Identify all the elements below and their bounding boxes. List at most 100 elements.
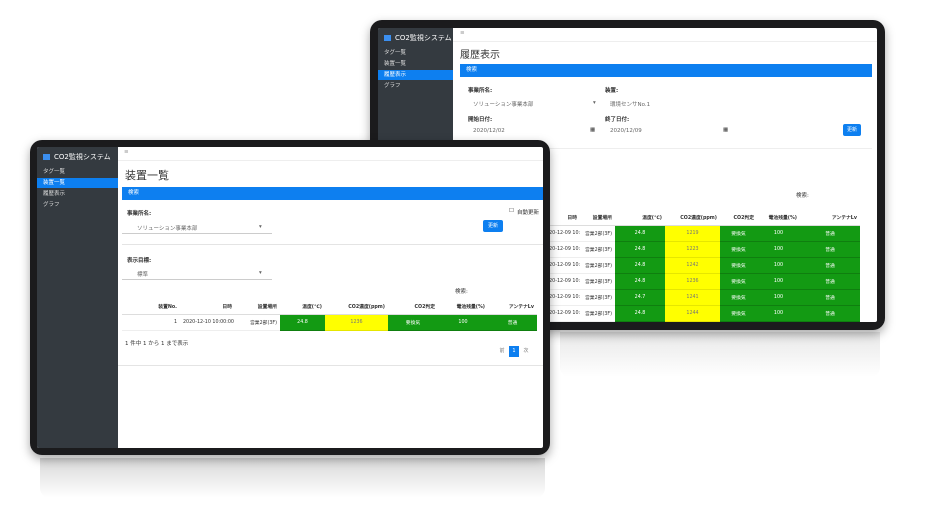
- table-cell: 2020-12-09 10:30:00: [540, 289, 580, 306]
- device-select[interactable]: 環境センサNo.1: [610, 102, 651, 108]
- reflection: [40, 458, 545, 498]
- column-header[interactable]: 日時: [180, 300, 235, 315]
- column-header[interactable]: 装置No.: [122, 300, 180, 315]
- table-cell: 100: [757, 241, 800, 258]
- table-cell: 営業2部(3F): [580, 273, 615, 290]
- checkbox[interactable]: ☐: [509, 208, 514, 214]
- calendar-icon[interactable]: ▦: [590, 127, 596, 133]
- brand: CO2監視システム: [43, 152, 111, 162]
- header-row: 装置No. 日時 設置場所 温度(℃) CO2濃度(ppm) CO2判定 電池残量(%) アン…: [122, 300, 537, 315]
- update-button[interactable]: 更新: [843, 124, 861, 136]
- column-header[interactable]: 日時: [540, 211, 580, 226]
- table-cell: 営業2部(3F): [580, 305, 615, 322]
- column-header[interactable]: 電池残量(%): [438, 300, 488, 315]
- table-cell: 2020-12-10 10:00:00: [180, 314, 235, 331]
- label: 表示目標:: [127, 258, 152, 264]
- column-header[interactable]: CO2濃度(ppm): [665, 211, 720, 226]
- menu-icon[interactable]: ≡: [124, 149, 129, 155]
- office-select[interactable]: ソリューション事業本部: [473, 102, 534, 108]
- table-cell: 普通: [800, 241, 860, 258]
- brand: CO2監視システム: [384, 33, 452, 43]
- table-cell: 100: [757, 257, 800, 274]
- column-header[interactable]: 電池残量(%): [757, 211, 800, 226]
- table-cell: 24.8: [280, 314, 325, 331]
- table-cell: 24.8: [615, 225, 665, 242]
- nav-item[interactable]: タグ一覧: [43, 169, 66, 175]
- column-header[interactable]: CO2判定: [388, 300, 438, 315]
- nav-item[interactable]: 装置一覧: [37, 178, 118, 188]
- table-row: 2020-12-09 10:30:00営業2部(3F)24.71241要換気10…: [540, 289, 860, 306]
- search-bar: 検索: [460, 64, 872, 77]
- label: 事業所名:: [468, 88, 493, 94]
- office-select[interactable]: ソリューション事業本部: [137, 226, 198, 232]
- calendar-icon[interactable]: ▦: [723, 127, 729, 133]
- nav-item[interactable]: グラフ: [43, 202, 60, 208]
- table-cell: 普通: [800, 273, 860, 290]
- screen: CO2監視システム タグ一覧 装置一覧 履歴表示 グラフ ≡ 履歴表示 検索 事業所名…: [378, 28, 877, 322]
- table-cell: 1241: [665, 289, 720, 306]
- column-header[interactable]: 設置場所: [235, 300, 280, 315]
- label: 装置:: [605, 88, 619, 94]
- nav-item[interactable]: 装置一覧: [384, 61, 407, 67]
- end-date[interactable]: 2020/12/09: [610, 128, 642, 134]
- table-cell: 1223: [665, 241, 720, 258]
- table-cell: 普通: [800, 289, 860, 306]
- device-table: 装置No. 日時 設置場所 温度(℃) CO2濃度(ppm) CO2判定 電池残量(%) アン…: [122, 300, 537, 331]
- table-cell: 普通: [800, 225, 860, 242]
- column-header[interactable]: CO2判定: [720, 211, 757, 226]
- table-cell: 24.7: [615, 289, 665, 306]
- table-cell: 普通: [800, 257, 860, 274]
- table-cell: 100: [757, 273, 800, 290]
- app-name: CO2監視システム: [54, 153, 111, 161]
- page-title: 装置一覧: [125, 169, 169, 182]
- app-name: CO2監視システム: [395, 34, 452, 42]
- table-cell: 2020-12-09 10:00:00: [540, 241, 580, 258]
- column-header[interactable]: アンテナLv: [800, 211, 860, 226]
- table-cell: 要換気: [720, 305, 757, 322]
- table-cell: 営業2部(3F): [580, 257, 615, 274]
- table-cell: 1219: [665, 225, 720, 242]
- menu-icon[interactable]: ≡: [460, 30, 465, 36]
- history-table: 日時 設置場所 温度(℃) CO2濃度(ppm) CO2判定 電池残量(%) アンテナLv 2…: [540, 211, 860, 322]
- table-cell: 100: [757, 225, 800, 242]
- nav-item[interactable]: 履歴表示: [378, 70, 453, 80]
- nav-item[interactable]: グラフ: [384, 83, 401, 89]
- table-cell: 2020-12-09 10:20:00: [540, 273, 580, 290]
- page-button[interactable]: 次: [523, 348, 529, 354]
- nav-item[interactable]: 履歴表示: [43, 191, 66, 197]
- column-header[interactable]: 設置場所: [580, 211, 615, 226]
- table-cell: 1244: [665, 305, 720, 322]
- caret: ▾: [259, 270, 262, 276]
- start-date[interactable]: 2020/12/02: [473, 128, 505, 134]
- table-cell: 要換気: [720, 241, 757, 258]
- label: 事業所名:: [127, 211, 152, 217]
- table-row: 1 2020-12-10 10:00:00 営業2部(3F) 24.8 1236 要換気 1…: [122, 314, 537, 331]
- column-header[interactable]: CO2濃度(ppm): [325, 300, 388, 315]
- table-cell: 1236: [325, 314, 388, 331]
- search-label: 検索:: [455, 289, 468, 295]
- update-button[interactable]: 更新: [483, 220, 503, 232]
- column-header[interactable]: 温度(℃): [280, 300, 325, 315]
- table-cell: 営業2部(3F): [580, 225, 615, 242]
- table-cell: 24.8: [615, 241, 665, 258]
- nav-item[interactable]: タグ一覧: [384, 50, 407, 56]
- table-cell: 24.8: [615, 305, 665, 322]
- caret: ▾: [593, 100, 596, 106]
- table-cell: 営業2部(3F): [235, 314, 280, 331]
- column-header[interactable]: アンテナLv: [488, 300, 537, 315]
- table-cell: 100: [757, 289, 800, 306]
- table-cell: 要換気: [720, 273, 757, 290]
- table-cell: 普通: [488, 314, 537, 331]
- page-button[interactable]: 1: [509, 346, 519, 357]
- table-cell: 営業2部(3F): [580, 241, 615, 258]
- table-cell: 24.8: [615, 257, 665, 274]
- display-select[interactable]: 標準: [137, 272, 149, 278]
- checkbox-label: 自動更新: [517, 210, 540, 216]
- page-button[interactable]: 前: [499, 348, 505, 354]
- caret: ▾: [259, 224, 262, 230]
- reflection: [560, 332, 880, 377]
- table-cell: 100: [757, 305, 800, 322]
- column-header[interactable]: 温度(℃): [615, 211, 665, 226]
- search-bar: 検索: [122, 187, 543, 200]
